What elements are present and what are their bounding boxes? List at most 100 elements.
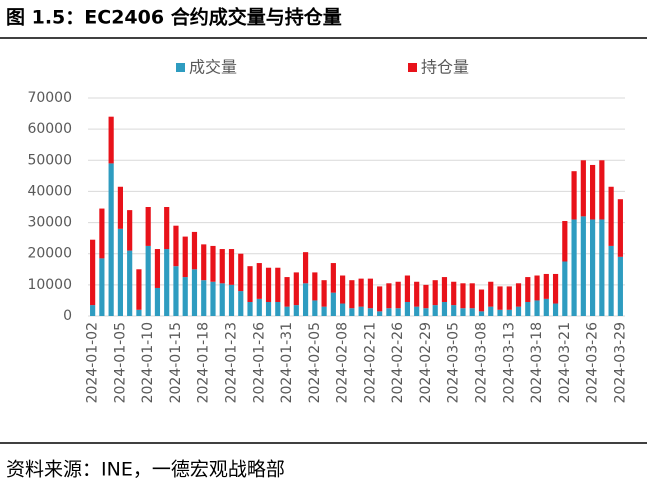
bar-segment (210, 281, 216, 316)
x-tick-label: 2024-02-05 (307, 322, 323, 403)
bar-segment (238, 253, 244, 292)
bar-segment (136, 309, 142, 316)
chart-title: 图 1.5：EC2406 合约成交量与持仓量 (6, 6, 342, 29)
bar-segment (154, 249, 161, 288)
y-tick-label: 20000 (27, 246, 72, 262)
bar-segment (469, 283, 475, 309)
bar-segment (552, 273, 559, 304)
bar-segment (488, 306, 494, 316)
y-tick-label: 30000 (27, 215, 72, 231)
bar-segment (395, 281, 401, 309)
bar-segment (377, 286, 383, 312)
bar-segment (571, 171, 577, 220)
x-tick-label: 2024-03-18 (529, 322, 545, 403)
x-tick-label: 2024-01-10 (140, 322, 156, 403)
bar-segment (228, 284, 235, 316)
bar-segment (441, 277, 448, 302)
bar-segment (617, 256, 623, 316)
bar-segment (145, 207, 151, 246)
bar-segment (321, 306, 327, 316)
bar-segment (321, 280, 327, 307)
bar-segment (99, 258, 105, 316)
bar-segment (608, 245, 614, 316)
bar-segment (478, 289, 485, 312)
bar-segment (377, 311, 383, 316)
bar-segment (191, 231, 198, 270)
bar-segment (90, 305, 96, 316)
bar-segment (562, 261, 568, 316)
bar-segment (127, 250, 133, 316)
bar-segment (580, 160, 586, 217)
bar-segment (275, 301, 281, 316)
bar-segment (478, 311, 485, 316)
x-tick-label: 2024-01-15 (168, 322, 184, 403)
x-tick-label: 2024-03-13 (501, 322, 517, 403)
bar-segment (182, 236, 188, 278)
bar-segment (552, 303, 559, 316)
bar-segment (534, 275, 540, 301)
y-tick-label: 50000 (27, 152, 72, 168)
bar-segment (432, 305, 438, 316)
bar-segment (469, 308, 475, 316)
x-tick-label: 2024-03-29 (612, 322, 628, 403)
x-tick-label: 2024-03-26 (585, 322, 601, 403)
bar-segment (608, 186, 614, 246)
bar-segment (99, 208, 105, 259)
bar-segment (367, 308, 373, 316)
bar-segment (460, 283, 466, 309)
bar-segment (451, 305, 457, 316)
bar-segment (534, 300, 540, 316)
legend-label: 持仓量 (421, 58, 469, 77)
bar-segment (414, 306, 420, 316)
bar-segment (386, 308, 392, 316)
bar-segment (182, 277, 188, 316)
bar-segment (599, 219, 605, 316)
bar-segment (395, 308, 401, 316)
bar-segment (108, 163, 114, 316)
bar-segment (154, 287, 161, 316)
bar-segment (312, 272, 318, 301)
bar-segment (571, 219, 577, 316)
legend-label: 成交量 (189, 58, 237, 77)
bar-segment (506, 286, 512, 310)
bar-segment (136, 269, 142, 310)
bar-segment (599, 160, 605, 220)
bar-segment (127, 210, 133, 251)
bar-segment (451, 281, 457, 306)
x-tick-label: 2024-01-26 (251, 322, 267, 403)
y-tick-label: 0 (63, 308, 72, 324)
bar-segment (256, 263, 262, 299)
bar-segment (117, 228, 123, 316)
x-tick-label: 2024-01-18 (196, 322, 212, 403)
bar-segment (349, 308, 355, 316)
bar-segment (340, 303, 346, 316)
bar-segment (423, 308, 429, 316)
bar-segment (432, 280, 438, 306)
bar-segment (423, 284, 429, 309)
bar-segment (543, 298, 549, 316)
y-tick-label: 70000 (27, 90, 72, 106)
bar-segment (497, 309, 503, 316)
bar-segment (515, 306, 522, 316)
bar-segment (367, 278, 373, 309)
x-tick-label: 2024-01-02 (85, 322, 101, 403)
bar-segment (219, 249, 225, 284)
bar-segment (145, 245, 151, 316)
x-tick-label: 2024-03-08 (473, 322, 489, 403)
bar-segment (256, 298, 262, 316)
source-note: 资料来源：INE，一德宏观战略部 (6, 459, 285, 481)
bar-segment (580, 216, 586, 316)
bar-segment (404, 301, 411, 316)
bar-segment (312, 300, 318, 316)
bar-segment (117, 186, 123, 229)
x-tick-label: 2024-03-05 (446, 322, 462, 403)
x-tick-label: 2024-02-21 (362, 322, 378, 403)
bar-segment (349, 280, 355, 309)
bar-segment (543, 273, 549, 299)
bar-segment (515, 283, 522, 307)
x-tick-label: 2024-01-05 (112, 322, 128, 403)
bar-segment (201, 244, 207, 281)
bar-segment (247, 301, 253, 316)
bar-segment (247, 266, 253, 302)
bar-segment (358, 278, 364, 307)
